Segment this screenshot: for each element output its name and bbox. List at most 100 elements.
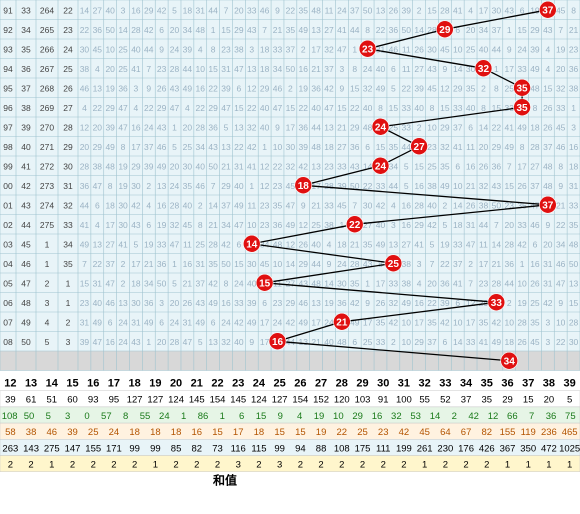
cell-value: 23 [260, 220, 270, 230]
cell-value: 7 [146, 64, 151, 74]
cell-value: 3 [340, 64, 345, 74]
cell-value: 13 [208, 337, 218, 347]
cell-value: 23 [260, 200, 270, 210]
cell-value: 22 [234, 142, 244, 152]
draw-ball [242, 234, 261, 253]
cell-value: 35 [569, 220, 579, 230]
stats-cell: 2 [70, 459, 75, 470]
cell-value: 10 [453, 317, 463, 327]
cell-value: 41 [247, 161, 257, 171]
cell-value: 16 [105, 337, 115, 347]
cell-value: 15 [234, 103, 244, 113]
row-col3: 267 [40, 64, 54, 74]
row-col4: 32 [63, 200, 73, 210]
cell-value: 19 [440, 239, 450, 249]
stats-cell: 73 [212, 443, 223, 454]
row-index: 06 [3, 298, 13, 308]
draw-ball-number: 16 [272, 337, 284, 348]
cell-value: 26 [543, 103, 553, 113]
cell-value: 5 [391, 83, 396, 93]
stats-cell: 16 [191, 427, 202, 438]
cell-value: 8 [211, 44, 216, 54]
row-col4: 2 [66, 317, 71, 327]
row-index: 98 [3, 142, 13, 152]
cell-value: 44 [350, 25, 360, 35]
cell-value: 16 [299, 64, 309, 74]
cell-value: 11 [479, 239, 488, 249]
cell-value: 29 [440, 122, 450, 132]
cell-value: 47 [118, 103, 128, 113]
cell-value: 9 [545, 220, 550, 230]
cell-value: 6 [159, 317, 164, 327]
cell-value: 40 [196, 161, 206, 171]
cell-value: 19 [118, 161, 128, 171]
cell-value: 13 [93, 239, 103, 249]
cell-value: 16 [157, 200, 167, 210]
stats-cell: 52 [440, 395, 451, 406]
cell-value: 26 [389, 5, 399, 15]
cell-value: 24 [221, 317, 231, 327]
cell-value: 2 [417, 122, 422, 132]
row-index: 03 [3, 239, 13, 249]
cell-value: 40 [311, 103, 321, 113]
cell-value: 47 [93, 181, 103, 191]
stats-cell: 127 [127, 395, 143, 406]
cell-value: 36 [337, 298, 347, 308]
cell-value: 40 [376, 220, 386, 230]
cell-value: 4 [545, 44, 550, 54]
cell-value: 48 [105, 161, 115, 171]
cell-value: 12 [260, 161, 270, 171]
stats-cell: 472 [541, 443, 557, 454]
row-col4: 26 [63, 83, 73, 93]
stats-cell: 263 [2, 443, 18, 454]
cell-value: 14 [208, 200, 218, 210]
cell-value: 8 [481, 103, 486, 113]
cell-value: 35 [183, 181, 193, 191]
cell-value: 43 [427, 64, 437, 74]
cell-value: 18 [260, 64, 270, 74]
stats-header-cell: 22 [211, 378, 223, 390]
cell-value: 29 [131, 161, 141, 171]
cell-value: 44 [389, 181, 399, 191]
cell-value: 8 [378, 103, 383, 113]
stats-cell: 55 [419, 395, 430, 406]
cell-value: 28 [170, 337, 180, 347]
cell-value: 49 [299, 317, 309, 327]
cell-value: 45 [427, 83, 437, 93]
stats-header-cell: 17 [108, 378, 120, 390]
stats-cell: 2 [298, 459, 303, 470]
cell-value: 4 [468, 5, 473, 15]
cell-value: 48 [311, 278, 321, 288]
cell-value: 14 [479, 122, 489, 132]
stats-cell: 88 [316, 443, 327, 454]
cell-value: 10 [556, 317, 566, 327]
cell-value: 45 [260, 259, 270, 269]
cell-value: 13 [299, 337, 309, 347]
cell-value: 40 [414, 103, 424, 113]
stats-cell: 116 [231, 443, 246, 454]
cell-value: 22 [286, 5, 296, 15]
cell-value: 26 [517, 337, 527, 347]
cell-value: 30 [466, 64, 476, 74]
cell-value: 6 [159, 25, 164, 35]
cell-value: 36 [208, 122, 218, 132]
stats-cell: 86 [198, 411, 209, 422]
row-index: 01 [3, 200, 13, 210]
cell-value: 23 [273, 298, 283, 308]
cell-value: 29 [234, 25, 244, 35]
cell-value: 18 [131, 278, 141, 288]
stats-cell: 18 [150, 427, 161, 438]
cell-value: 8 [533, 103, 538, 113]
cell-value: 20 [183, 122, 193, 132]
cell-value: 15 [337, 103, 347, 113]
cell-value: 48 [530, 83, 540, 93]
cell-value: 10 [517, 278, 527, 288]
cell-value: 21 [208, 220, 218, 230]
stats-cell: 67 [461, 427, 472, 438]
cell-value: 28 [131, 25, 141, 35]
cell-value: 49 [299, 25, 309, 35]
cell-value: 11 [183, 239, 192, 249]
cell-value: 30 [80, 44, 90, 54]
stats-cell: 42 [399, 427, 410, 438]
cell-value: 15 [543, 83, 553, 93]
